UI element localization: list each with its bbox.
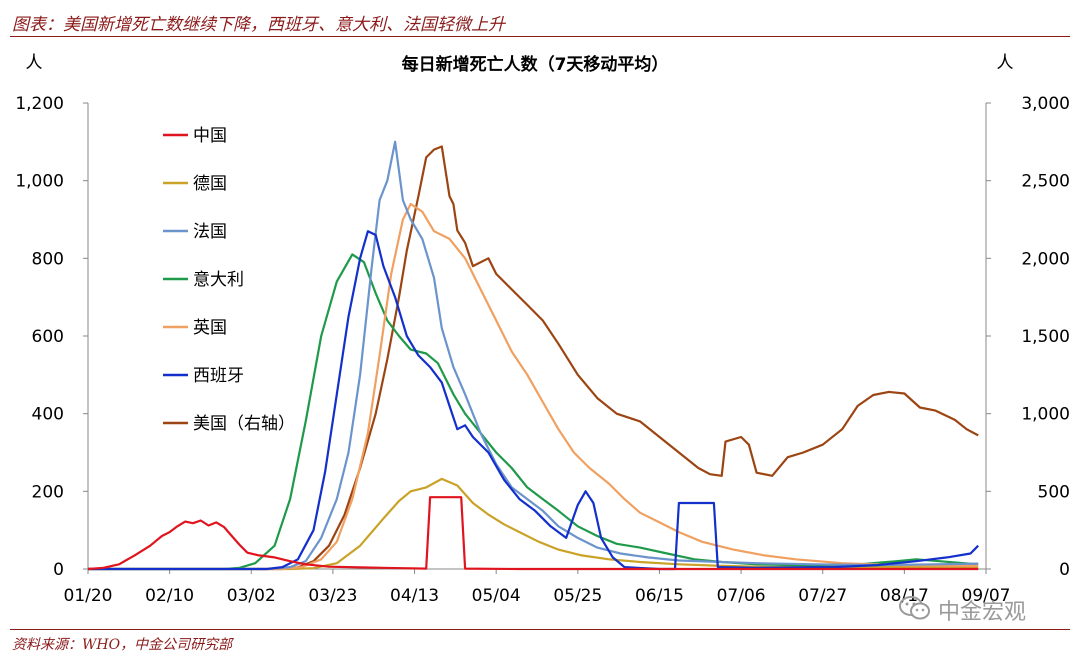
right-axis-unit: 人 bbox=[997, 53, 1014, 73]
series-line bbox=[88, 145, 979, 571]
watermark: 中金宏观 bbox=[898, 592, 1058, 626]
left-tick-label: 400 bbox=[32, 405, 64, 425]
right-tick-label: 0 bbox=[1059, 560, 1070, 580]
series-line bbox=[88, 140, 979, 571]
x-tick-label: 08/17 bbox=[880, 586, 929, 606]
left-tick-label: 200 bbox=[32, 482, 64, 502]
x-tick-label: 05/04 bbox=[472, 586, 521, 606]
legend-label: 美国（右轴） bbox=[193, 414, 295, 434]
right-tick-label: 3,000 bbox=[1021, 94, 1070, 114]
left-axis-unit: 人 bbox=[26, 53, 43, 73]
x-tick-label: 01/20 bbox=[64, 586, 113, 606]
legend-label: 英国 bbox=[193, 318, 227, 338]
x-tick-label: 04/13 bbox=[390, 586, 439, 606]
series-line bbox=[87, 496, 979, 571]
series-line bbox=[88, 477, 979, 571]
right-tick-label: 500 bbox=[1038, 482, 1070, 502]
left-tick-label: 800 bbox=[32, 249, 64, 269]
watermark-text: 中金宏观 bbox=[938, 600, 1027, 625]
series-lines bbox=[87, 140, 979, 571]
x-tick-label: 07/27 bbox=[798, 586, 847, 606]
legend-label: 法国 bbox=[193, 222, 227, 242]
legend-label: 德国 bbox=[193, 174, 227, 194]
x-tick-label: 05/25 bbox=[553, 586, 602, 606]
left-tick-label: 600 bbox=[32, 327, 64, 347]
right-tick-label: 2,500 bbox=[1021, 172, 1070, 192]
left-tick-label: 1,000 bbox=[15, 172, 64, 192]
series-line bbox=[88, 230, 979, 571]
header-title: 图表：美国新增死亡数继续下降，西班牙、意大利、法国轻微上升 bbox=[12, 15, 505, 35]
x-tick-label: 07/06 bbox=[717, 586, 766, 606]
x-tick-label: 06/15 bbox=[635, 586, 684, 606]
right-tick-label: 1,500 bbox=[1021, 327, 1070, 347]
series-line bbox=[88, 202, 979, 571]
chart-title: 每日新增死亡人数（7天移动平均） bbox=[402, 54, 669, 75]
series-line bbox=[88, 253, 979, 571]
right-tick-label: 1,000 bbox=[1021, 405, 1070, 425]
header-rule bbox=[10, 36, 1070, 37]
header: 图表：美国新增死亡数继续下降，西班牙、意大利、法国轻微上升 bbox=[10, 4, 1072, 37]
wechat-icon bbox=[899, 596, 930, 620]
footer-source: 资料来源：WHO，中金公司研究部 bbox=[12, 637, 233, 653]
x-tick-label: 09/07 bbox=[962, 586, 1011, 606]
legend-label: 中国 bbox=[193, 126, 227, 146]
left-tick-label: 0 bbox=[53, 560, 64, 580]
x-tick-label: 03/23 bbox=[308, 586, 357, 606]
x-tick-label: 02/10 bbox=[145, 586, 194, 606]
footer-rule bbox=[10, 629, 1070, 630]
legend-label: 西班牙 bbox=[193, 366, 244, 386]
x-tick-label: 03/02 bbox=[227, 586, 276, 606]
legend-label: 意大利 bbox=[193, 270, 244, 290]
left-tick-label: 1,200 bbox=[15, 94, 64, 114]
right-tick-label: 2,000 bbox=[1021, 249, 1070, 269]
axes: 0 200 400 600 800 1,000 1,200 0 500 1,000 1,500 2,0… bbox=[15, 94, 1070, 606]
